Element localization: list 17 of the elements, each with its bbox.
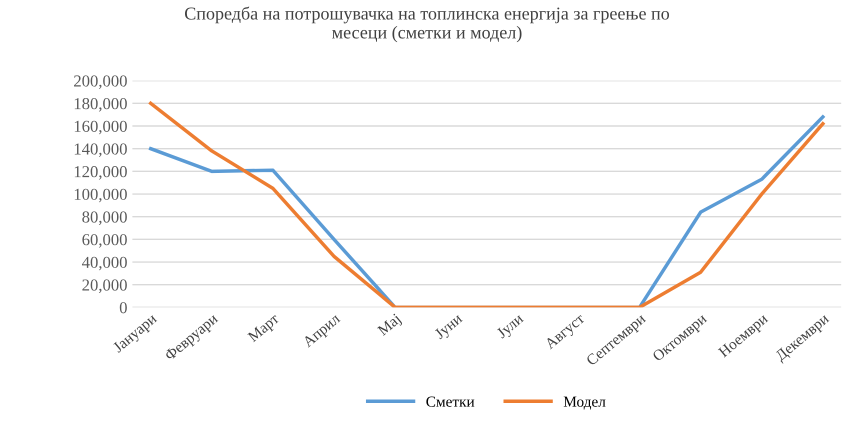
- x-tick-label: Јуни: [434, 312, 465, 342]
- legend-label: Модел: [564, 396, 606, 410]
- y-tick-label: 60,000: [82, 234, 127, 248]
- x-tick-label: Мај: [376, 313, 404, 338]
- x-tick-label: Јули: [496, 312, 526, 342]
- y-tick-label: 160,000: [74, 120, 127, 134]
- y-tick-label: 200,000: [74, 75, 127, 90]
- y-tick-label: 120,000: [74, 166, 127, 180]
- legend-label: Сметки: [426, 396, 474, 407]
- y-tick-label: 100,000: [74, 188, 127, 202]
- chart-title: Споредба на потрошувачка на топлинска енергија за греење по месеци (сметки и модел): [185, 6, 670, 42]
- y-tick-label: 140,000: [74, 143, 127, 158]
- y-tick-label: 0: [120, 302, 127, 314]
- y-tick-label: 180,000: [74, 98, 127, 112]
- y-tick-label: 20,000: [82, 279, 127, 294]
- y-tick-label: 80,000: [82, 211, 127, 226]
- y-tick-label: 40,000: [82, 256, 127, 270]
